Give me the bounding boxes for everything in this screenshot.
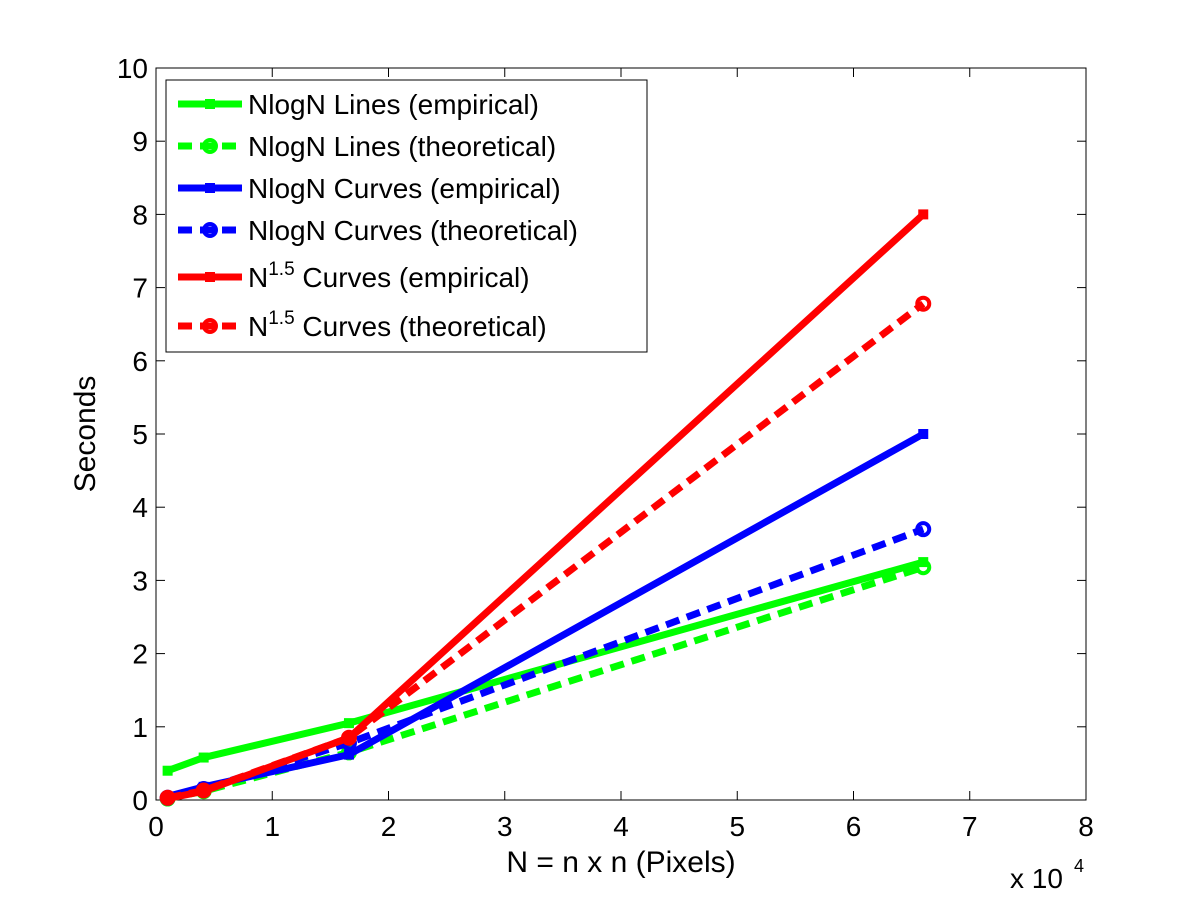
x-tick-label: 8 (1078, 811, 1094, 842)
x-tick-label: 5 (729, 811, 745, 842)
legend-label: N1.5 Curves (empirical) (248, 259, 530, 293)
legend-marker (202, 318, 218, 334)
data-point (159, 789, 176, 806)
y-tick-label: 8 (132, 199, 148, 230)
y-axis-label: Seconds (69, 376, 102, 493)
legend-label: NlogN Curves (theoretical) (248, 215, 578, 246)
y-tick-label: 9 (132, 126, 148, 157)
y-tick-label: 10 (117, 53, 148, 84)
data-point (915, 521, 932, 538)
legend: NlogN Lines (empirical) NlogN Lines (theo… (165, 79, 648, 353)
x-tick-label: 4 (613, 811, 629, 842)
legend-entry: NlogN Curves (theoretical) (178, 215, 578, 246)
x-axis: 0 1 2 3 4 5 6 7 8 (148, 68, 1094, 842)
y-tick-label: 6 (132, 346, 148, 377)
legend-marker (205, 272, 215, 282)
y-tick-label: 4 (132, 492, 148, 523)
legend-marker (202, 138, 218, 154)
legend-label: NlogN Lines (empirical) (248, 89, 539, 120)
data-point (162, 765, 173, 776)
x-tick-label: 7 (962, 811, 978, 842)
legend-marker (205, 99, 215, 109)
data-point (918, 429, 929, 439)
y-tick-label: 2 (132, 639, 148, 670)
legend-entry: NlogN Curves (empirical) (178, 173, 561, 204)
legend-label: N1.5 Curves (theoretical) (248, 308, 547, 342)
data-point (918, 209, 929, 220)
data-point (195, 782, 212, 799)
data-point (340, 729, 357, 746)
legend-entry: N1.5 Curves (theoretical) (178, 308, 547, 342)
y-tick-label: 0 (132, 785, 148, 816)
x-tick-label: 1 (264, 811, 280, 842)
series-5 (159, 295, 932, 806)
data-point (343, 749, 354, 760)
legend-entry: NlogN Lines (theoretical) (178, 131, 556, 162)
y-tick-label: 7 (132, 273, 148, 304)
legend-marker (205, 183, 215, 193)
legend-label: NlogN Lines (theoretical) (248, 131, 556, 162)
data-point (915, 559, 932, 576)
y-tick-label: 3 (132, 565, 148, 596)
x-axis-label: N = n x n (Pixels) (506, 846, 735, 879)
y-tick-label: 1 (132, 712, 148, 743)
x-tick-label: 2 (381, 811, 397, 842)
data-point (343, 718, 354, 729)
data-point (198, 752, 209, 763)
svg-text:4: 4 (1074, 856, 1084, 876)
series-line (166, 558, 925, 775)
y-axis: 0 1 2 3 4 5 6 7 8 9 10 (117, 53, 1086, 816)
legend-marker (202, 222, 218, 238)
x-multiplier-label: x 10 4 (1010, 856, 1084, 894)
legend-label: NlogN Curves (empirical) (248, 173, 561, 204)
y-tick-label: 5 (132, 419, 148, 450)
x-tick-label: 3 (497, 811, 513, 842)
x-tick-label: 0 (148, 811, 164, 842)
series-line (166, 300, 926, 802)
x-tick-label: 6 (846, 811, 862, 842)
svg-text:x 10: x 10 (1010, 863, 1063, 894)
series-layer (159, 209, 932, 807)
data-point (915, 295, 932, 312)
legend-entry: NlogN Lines (empirical) (178, 89, 539, 120)
legend-box (165, 79, 648, 353)
legend-entry: N1.5 Curves (empirical) (178, 259, 530, 293)
